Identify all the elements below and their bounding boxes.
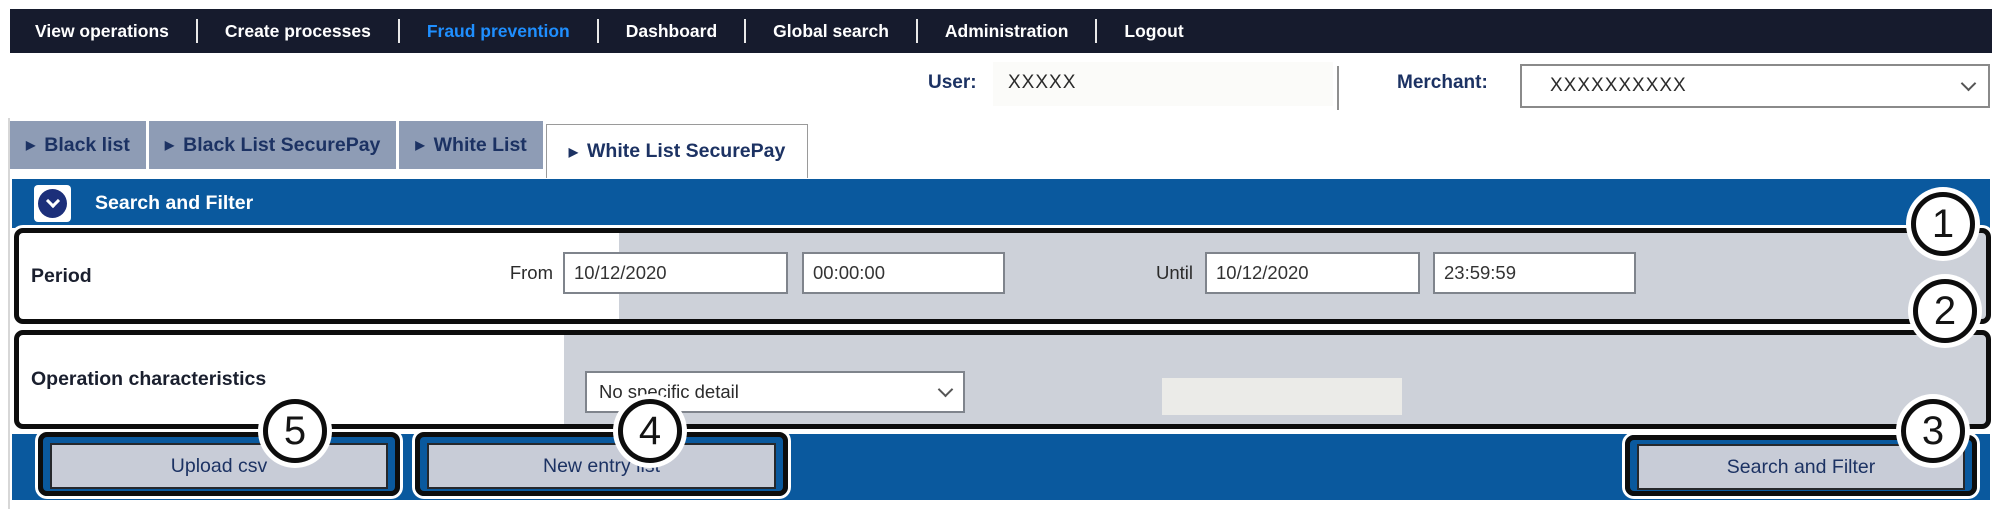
tab-label: White List SecurePay: [587, 140, 786, 162]
user-value-field: [993, 62, 1333, 106]
tab-white-list[interactable]: ▶ White List: [399, 121, 543, 169]
search-and-filter-header: Search and Filter: [12, 179, 1990, 228]
tab-label: Black List SecurePay: [183, 133, 381, 156]
user-label: User:: [928, 72, 977, 93]
operation-characteristics-label: Operation characteristics: [31, 368, 267, 390]
list-tabs: ▶ Black list ▶ Black List SecurePay ▶ Wh…: [10, 121, 809, 178]
nav-divider: [915, 19, 918, 43]
operation-detail-disabled-field: [1162, 378, 1402, 415]
session-divider: [1337, 66, 1339, 110]
chevron-down-icon: [1960, 75, 1977, 91]
nav-divider: [596, 19, 599, 43]
operation-detail-value: No specific detail: [599, 381, 739, 402]
search-and-filter-button[interactable]: Search and Filter: [1637, 444, 1965, 490]
new-entry-list-button[interactable]: New entry list: [427, 443, 776, 489]
from-label: From: [509, 262, 553, 283]
nav-item-dashboard[interactable]: Dashboard: [625, 20, 718, 41]
nav-item-administration[interactable]: Administration: [944, 20, 1069, 41]
callout-circle-4: 4: [618, 399, 682, 463]
operation-detail-select[interactable]: No specific detail: [585, 371, 965, 413]
nav-divider: [1095, 19, 1098, 43]
until-time-input[interactable]: [1433, 252, 1636, 294]
upload-csv-button[interactable]: Upload csv: [50, 443, 388, 489]
triangle-right-icon: ▶: [26, 138, 36, 152]
content-left-border: [8, 118, 10, 509]
panel-title: Search and Filter: [95, 192, 254, 214]
tab-white-list-securepay[interactable]: ▶ White List SecurePay: [545, 124, 809, 178]
callout-circle-2: 2: [1913, 279, 1977, 343]
until-date-input[interactable]: [1205, 252, 1420, 294]
merchant-select-value: XXXXXXXXXX: [1550, 75, 1687, 96]
tab-black-list-securepay[interactable]: ▶ Black List SecurePay: [148, 121, 397, 169]
nav-item-create-processes[interactable]: Create processes: [224, 20, 371, 41]
from-time-input[interactable]: [802, 252, 1005, 294]
callout-circle-3: 3: [1901, 399, 1965, 463]
period-label: Period: [31, 264, 92, 287]
until-label: Until: [1155, 262, 1193, 283]
tab-black-list[interactable]: ▶ Black list: [10, 121, 146, 169]
user-value: XXXXX: [1008, 72, 1077, 93]
period-label-cell: Period: [19, 233, 619, 319]
top-navigation-bar: View operations Create processes Fraud p…: [10, 9, 1992, 53]
tab-label: White List: [433, 133, 527, 156]
merchant-select[interactable]: XXXXXXXXXX: [1520, 64, 1990, 108]
nav-item-logout[interactable]: Logout: [1124, 20, 1184, 41]
tab-label: Black list: [44, 133, 130, 156]
nav-divider: [744, 19, 747, 43]
nav-item-fraud-prevention[interactable]: Fraud prevention: [426, 20, 570, 41]
from-date-input[interactable]: [563, 252, 788, 294]
triangle-right-icon: ▶: [568, 144, 579, 159]
collapse-toggle[interactable]: [34, 185, 71, 222]
callout-circle-1: 1: [1911, 192, 1975, 256]
chevron-down-icon: [937, 381, 954, 397]
chevron-down-icon: [38, 189, 67, 218]
nav-divider: [195, 19, 198, 43]
nav-item-global-search[interactable]: Global search: [773, 20, 889, 41]
nav-item-view-operations[interactable]: View operations: [35, 20, 169, 41]
merchant-label: Merchant:: [1397, 72, 1488, 93]
triangle-right-icon: ▶: [415, 138, 425, 152]
triangle-right-icon: ▶: [164, 138, 175, 152]
callout-circle-5: 5: [263, 399, 327, 463]
nav-divider: [397, 19, 400, 43]
